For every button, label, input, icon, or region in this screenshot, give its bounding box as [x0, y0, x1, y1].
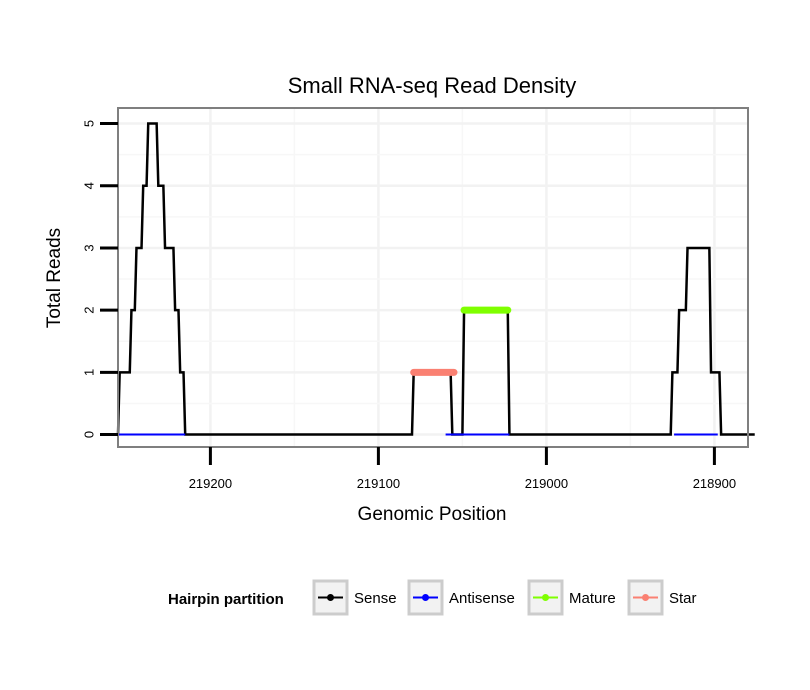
legend-key-dot-mature	[542, 594, 549, 601]
x-tick-label: 219100	[357, 476, 400, 491]
legend-title: Hairpin partition	[168, 591, 284, 608]
legend-key-dot-antisense	[422, 594, 429, 601]
axis-ticks: 0 1 2 3 4 5 219200 219100 219000 218900	[82, 120, 737, 491]
y-tick-label: 5	[82, 120, 97, 127]
legend-label-star: Star	[669, 590, 697, 607]
x-tick-label: 219000	[525, 476, 568, 491]
y-tick-label: 2	[82, 307, 97, 314]
series-layer	[112, 122, 755, 436]
plot-panel-border	[117, 107, 749, 448]
y-tick-label: 1	[82, 369, 97, 376]
legend-label-sense: Sense	[354, 590, 397, 607]
legend-label-antisense: Antisense	[449, 590, 515, 607]
grid	[118, 108, 748, 447]
y-axis-title: Total Reads	[44, 228, 65, 328]
chart-title: Small RNA-seq Read Density	[288, 73, 577, 98]
legend: Hairpin partition Sense Antisense Mature St…	[168, 579, 697, 616]
x-tick-label: 218900	[693, 476, 736, 491]
y-tick-label: 4	[82, 182, 97, 189]
y-tick-label: 0	[82, 431, 97, 438]
y-tick-label: 3	[82, 244, 97, 251]
x-axis-title: Genomic Position	[358, 504, 507, 525]
x-tick-label: 219200	[189, 476, 232, 491]
series-sense-line	[112, 122, 755, 436]
legend-label-mature: Mature	[569, 590, 616, 607]
legend-key-dot-star	[642, 594, 649, 601]
legend-key-dot-sense	[327, 594, 334, 601]
